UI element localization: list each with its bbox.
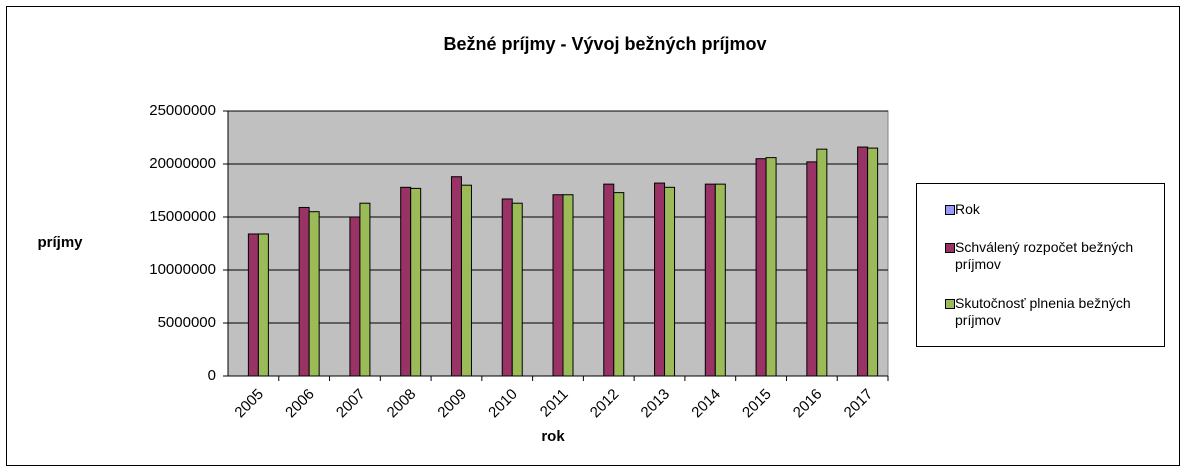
bar	[511, 202, 523, 377]
y-tick-label: 5000000	[158, 314, 216, 331]
y-tick-label: 20000000	[149, 155, 216, 172]
bar	[460, 184, 472, 377]
bar	[410, 187, 422, 377]
bar	[867, 147, 879, 377]
bar	[654, 182, 666, 377]
bar	[308, 211, 320, 377]
legend: Rok Schválený rozpočet bežných príjmov Sku…	[916, 183, 1165, 347]
bar	[613, 192, 625, 377]
y-axis-label: príjmy	[37, 234, 83, 251]
bar	[755, 158, 767, 377]
bar	[501, 198, 513, 377]
bar	[552, 194, 564, 377]
legend-item: Schválený rozpočet bežných príjmov	[945, 239, 1154, 273]
bar	[603, 183, 615, 377]
bar	[714, 183, 726, 377]
bar	[450, 176, 462, 377]
legend-swatch	[945, 204, 955, 215]
bar	[400, 186, 412, 377]
x-axis-label: rok	[541, 428, 565, 445]
bar	[298, 206, 310, 377]
bar	[349, 216, 361, 377]
y-tick-label: 15000000	[149, 208, 216, 225]
bar	[816, 148, 828, 377]
bar	[257, 233, 269, 377]
legend-swatch	[945, 299, 955, 310]
y-tick-label: 0	[208, 367, 216, 384]
legend-label: Schválený rozpočet bežných príjmov	[955, 239, 1134, 273]
chart-title: Bežné príjmy - Vývoj bežných príjmov	[443, 34, 766, 54]
bar	[857, 146, 869, 377]
legend-item: Skutočnosť plnenia bežných príjmov	[945, 295, 1154, 329]
legend-label: Rok	[955, 200, 980, 217]
bar	[704, 183, 716, 377]
y-tick-label: 25000000	[149, 102, 216, 119]
legend-item: Rok	[945, 200, 1154, 218]
legend-label: Skutočnosť plnenia bežných príjmov	[955, 295, 1131, 329]
legend-swatch	[945, 243, 955, 254]
bar	[247, 233, 259, 377]
bar	[359, 202, 371, 377]
bar	[562, 194, 574, 377]
bar	[765, 157, 777, 377]
bar	[806, 161, 818, 377]
y-tick-label: 10000000	[149, 261, 216, 278]
bar	[664, 186, 676, 377]
